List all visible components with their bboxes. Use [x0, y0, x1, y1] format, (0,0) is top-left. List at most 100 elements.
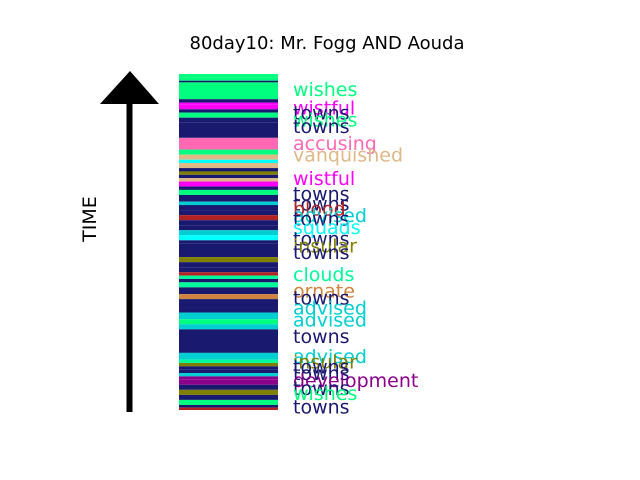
band-towns	[179, 302, 278, 308]
band-advised	[179, 324, 278, 330]
word-labels: wisheswistfultownswishestownsaccusingvan…	[293, 79, 418, 419]
word-label: ornate	[293, 281, 355, 303]
band-advised	[179, 352, 278, 360]
word-label: wistful	[293, 98, 355, 120]
word-label: towns	[293, 103, 350, 125]
band-wishes	[179, 399, 278, 405]
band-towns	[179, 329, 278, 353]
band-wishes	[179, 74, 278, 78]
band-towns	[179, 122, 278, 138]
band-vanquished	[179, 154, 278, 160]
word-label: accusing	[293, 133, 377, 155]
band-wishes	[179, 189, 278, 195]
time-arrow-head-icon	[100, 71, 159, 104]
band-wistful	[179, 181, 278, 187]
band-blood	[179, 272, 278, 276]
band-towns	[179, 243, 278, 258]
band-towns	[179, 404, 278, 408]
word-label: towns	[293, 356, 350, 378]
word-label: advised	[293, 309, 367, 331]
word-label: vanquished	[293, 145, 403, 167]
band-development	[179, 379, 278, 385]
band-towns	[179, 174, 278, 179]
time-arrow-shaft	[126, 100, 133, 412]
word-label: towns	[293, 378, 350, 400]
band-towns	[179, 220, 278, 226]
word-label: development	[293, 370, 418, 392]
band-towns	[179, 109, 278, 113]
band-vanquished	[179, 163, 278, 169]
band-towns	[179, 262, 278, 268]
band-towns	[179, 186, 278, 190]
band-advised	[179, 312, 278, 320]
word-label: towns	[293, 116, 350, 138]
band-clouds	[179, 359, 278, 363]
word-label: towns	[293, 193, 350, 215]
band-wishes	[179, 149, 278, 155]
word-label: towns	[293, 183, 350, 205]
word-label: insular	[293, 235, 357, 257]
word-label: towns	[293, 363, 350, 385]
timeline-bands	[179, 74, 278, 410]
band-wistful	[179, 102, 278, 105]
word-label: clouds	[293, 264, 354, 286]
word-label: wishes	[293, 383, 357, 405]
band-wishes	[179, 319, 278, 325]
band-towns	[179, 307, 278, 313]
word-label: advised	[293, 346, 367, 368]
band-towns	[179, 366, 278, 370]
word-label: towns	[293, 326, 350, 348]
band-insular	[179, 171, 278, 175]
band-towns	[179, 287, 278, 295]
word-label: advised	[293, 205, 367, 227]
word-label: towns	[293, 242, 350, 264]
band-development	[179, 376, 278, 380]
word-label: towns	[293, 208, 350, 230]
band-blood	[179, 215, 278, 221]
word-label: wistful	[293, 168, 355, 190]
band-towns	[179, 80, 278, 83]
band-towns	[179, 240, 278, 244]
band-towns	[179, 205, 278, 211]
word-label: towns	[293, 287, 350, 309]
band-squads	[179, 235, 278, 241]
band-wishes	[179, 77, 278, 81]
band-towns	[179, 168, 278, 172]
word-label: blood	[293, 198, 346, 220]
band-towns	[179, 210, 278, 216]
band-towns	[179, 267, 278, 273]
word-label: wishes	[293, 79, 357, 101]
band-insular	[179, 362, 278, 367]
band-insular	[179, 389, 278, 395]
word-label: towns	[293, 397, 350, 419]
band-advised	[179, 201, 278, 206]
band-wishes	[179, 112, 278, 118]
band-wishes	[179, 82, 278, 100]
band-towns	[179, 117, 278, 123]
band-blood	[179, 407, 278, 410]
word-label: squads	[293, 217, 361, 239]
time-arrow	[100, 71, 159, 412]
band-insular	[179, 257, 278, 263]
chart-title: 80day10: Mr. Fogg AND Aouda	[190, 33, 465, 54]
band-ornate	[179, 294, 278, 300]
band-accusing	[179, 137, 278, 150]
band-towns	[179, 369, 278, 374]
band-wistful	[179, 104, 278, 110]
band-towns	[179, 394, 278, 400]
band-advised	[179, 230, 278, 236]
time-axis-label: TIME	[79, 196, 101, 243]
band-towns	[179, 384, 278, 390]
band-advised	[179, 373, 278, 377]
band-towns	[179, 225, 278, 231]
word-label: advised	[293, 298, 367, 320]
band-clouds	[179, 282, 278, 288]
word-label: insular	[293, 351, 357, 373]
band-vanquished	[179, 178, 278, 182]
word-label: wishes	[293, 109, 357, 131]
band-towns	[179, 99, 278, 103]
band-towns	[179, 278, 278, 283]
band-clouds	[179, 275, 278, 279]
band-towns	[179, 194, 278, 202]
